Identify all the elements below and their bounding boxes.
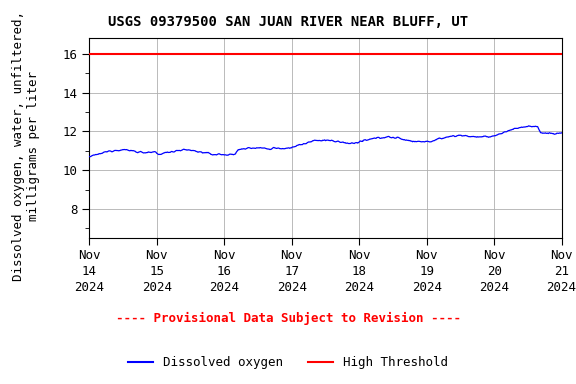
Text: USGS 09379500 SAN JUAN RIVER NEAR BLUFF, UT: USGS 09379500 SAN JUAN RIVER NEAR BLUFF,… (108, 15, 468, 29)
Text: ---- Provisional Data Subject to Revision ----: ---- Provisional Data Subject to Revisio… (116, 312, 460, 325)
Legend: Dissolved oxygen, High Threshold: Dissolved oxygen, High Threshold (123, 351, 453, 374)
Text: Dissolved oxygen, water, unfiltered,
milligrams per liter: Dissolved oxygen, water, unfiltered, mil… (12, 11, 40, 281)
